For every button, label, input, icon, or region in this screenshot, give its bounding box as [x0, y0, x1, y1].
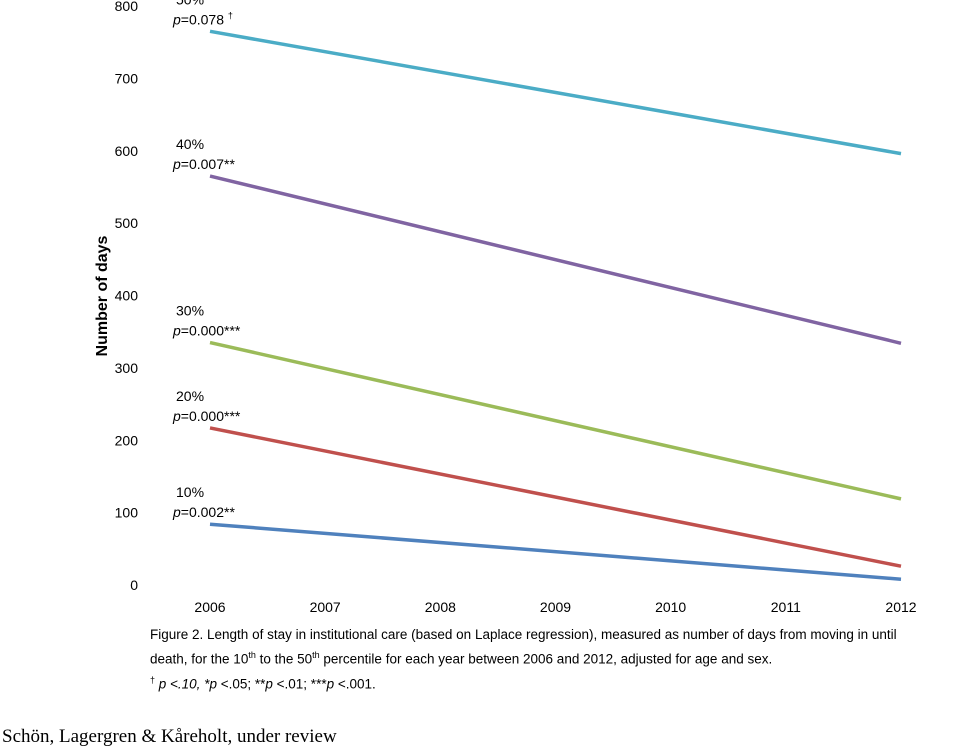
y-tick-label: 200 [115, 432, 139, 448]
p-italic-1: p [155, 676, 167, 691]
p-italic-1-rest: <.10, * [166, 676, 210, 691]
series-pvalue-20pct: p=0.000*** [172, 408, 241, 424]
note-part-2: <.05; ** [216, 676, 266, 691]
note-part-3: <.01; *** [272, 676, 327, 691]
y-tick-label: 300 [115, 360, 139, 376]
x-axis-ticks: 2006 2007 2008 2009 2010 2011 2012 [194, 599, 916, 615]
y-axis-label: Number of days [94, 235, 111, 356]
y-tick-label: 100 [115, 505, 139, 521]
caption-line-2-part-a: death, for the 10 [150, 651, 249, 667]
series-label-10pct: 10% [176, 484, 204, 500]
caption-line-2-part-c: percentile for each year between 2006 an… [319, 651, 773, 667]
p-italic-3: p [265, 676, 273, 691]
line-chart: Number of days 0 100 200 300 400 500 600 700 800… [94, 0, 917, 615]
series-line-10pct [209, 522, 902, 581]
x-tick-label: 2008 [425, 599, 456, 615]
y-tick-label: 800 [115, 0, 139, 14]
y-tick-label: 600 [115, 143, 139, 159]
series-line-50pct [209, 29, 902, 156]
x-tick-label: 2006 [194, 599, 225, 615]
caption-line-1: Figure 2. Length of stay in institutiona… [150, 627, 897, 642]
caption-superscript-2: th [312, 650, 320, 660]
y-tick-label: 0 [130, 577, 138, 593]
series-lines [209, 29, 902, 581]
note-part-4: <.001. [334, 676, 376, 691]
series-label-20pct: 20% [176, 388, 204, 404]
series-label-30pct: 30% [176, 303, 204, 319]
y-axis-ticks: 0 100 200 300 400 500 600 700 800 [115, 0, 139, 593]
p-italic-4: p [326, 676, 335, 691]
caption-superscript-1: th [248, 650, 256, 660]
series-pvalue-10pct: p=0.002** [172, 504, 235, 520]
x-tick-label: 2011 [771, 599, 801, 615]
series-pvalue-30pct: p=0.000*** [172, 323, 241, 339]
y-tick-label: 500 [115, 215, 139, 231]
series-pvalue-40pct: p=0.007** [172, 156, 235, 172]
x-tick-label: 2010 [655, 599, 686, 615]
x-tick-label: 2012 [885, 599, 916, 615]
series-line-30pct [209, 340, 902, 501]
x-tick-label: 2009 [540, 599, 571, 615]
p-italic-2: p [209, 676, 217, 691]
series-annotations: 50% p=0.078 † 40% p=0.007** 30% p=0.000*** 20%… [172, 0, 241, 520]
series-line-20pct [209, 426, 902, 568]
series-pvalue-50pct: p=0.078 † [172, 10, 233, 27]
y-tick-label: 400 [115, 288, 139, 304]
caption-significance-note: † p <.10, *p <.05; **p <.01; ***p <.001. [150, 670, 950, 695]
series-label-40pct: 40% [176, 136, 204, 152]
caption-line-2: death, for the 10th to the 50th percenti… [150, 645, 950, 670]
author-footer: Schön, Lagergren & Kåreholt, under revie… [2, 726, 337, 747]
y-tick-label: 700 [115, 70, 139, 86]
series-line-40pct [209, 174, 902, 345]
caption-line-2-part-b: to the 50 [255, 651, 313, 667]
series-label-50pct: 50% [176, 0, 204, 7]
x-tick-label: 2007 [310, 599, 341, 615]
dagger-symbol: † [150, 674, 156, 685]
figure-caption: Figure 2. Length of stay in institutiona… [150, 624, 950, 694]
